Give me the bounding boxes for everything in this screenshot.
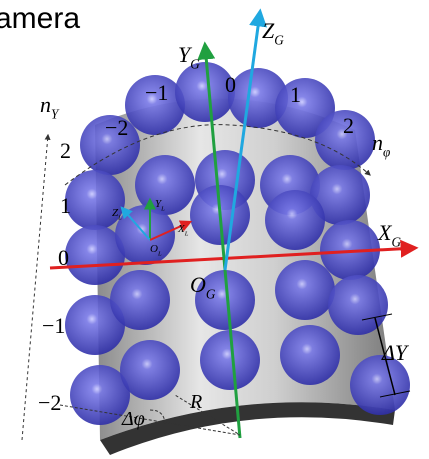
symbol: n [40,92,51,117]
delta-phi-label: Δφ [121,408,145,430]
subscript: G [274,33,284,48]
top-label: 2 [343,113,354,138]
subscript: L [157,250,162,257]
x-g-label: XG [377,220,401,250]
diagram: amera ZGYGXGOGnYnφZLYLXLOL−2−1012210−1−2… [0,0,429,459]
sphere [110,270,170,330]
symbol: O [190,272,206,297]
delta-y-label: ΔY [381,340,410,365]
sphere [328,275,388,335]
left-label: 2 [60,138,71,163]
radius-label: R [189,391,202,413]
subscript: L [160,205,165,212]
sphere [265,190,325,250]
z-g-label: ZG [262,18,284,48]
sphere [275,260,335,320]
top-label: 1 [290,82,301,107]
subscript: G [190,57,200,72]
subscript: φ [383,145,390,160]
sphere [65,170,125,230]
sphere [120,340,180,400]
left-label: 1 [60,193,71,218]
symbol: Z [262,18,275,43]
symbol: O [150,243,158,255]
left-label: 0 [58,245,69,270]
sphere [280,325,340,385]
top-label: 0 [225,72,236,97]
subscript: L [184,230,189,237]
top-label: −1 [145,80,168,105]
title: amera [0,2,80,35]
subscript: G [391,235,401,250]
n-y-label: nY [40,92,60,122]
subscript: L [117,214,122,221]
left-label: −2 [38,390,61,415]
symbol: n [372,130,383,155]
n-phi-label: nφ [372,130,390,160]
left-label: −1 [42,313,65,338]
subscript: G [206,287,216,302]
subscript: Y [51,107,60,122]
top-label: −2 [105,115,128,140]
